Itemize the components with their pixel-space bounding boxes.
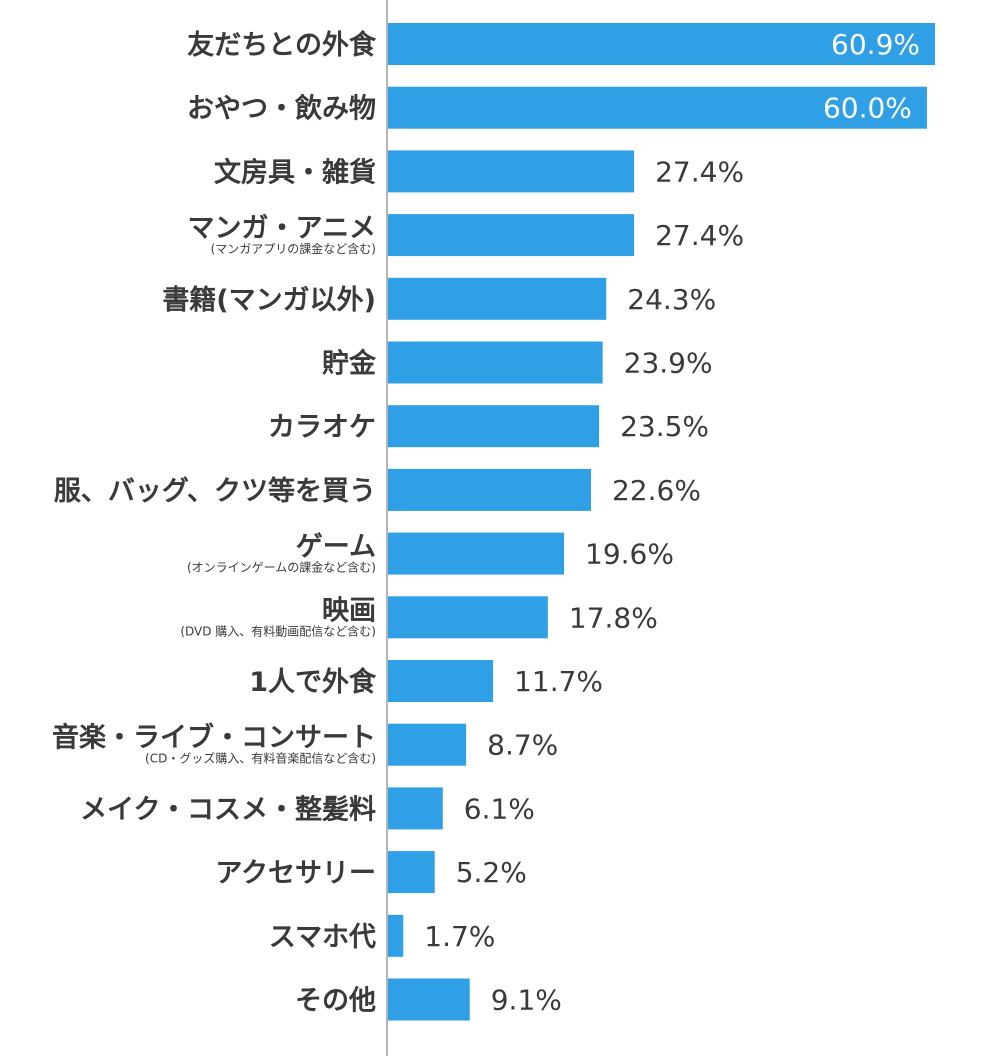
bar — [388, 86, 927, 129]
category-label: その他 — [295, 986, 376, 1017]
category-label: マンガ・アニメ — [188, 213, 376, 244]
bar — [388, 978, 470, 1021]
category-label: メイク・コスメ・整髪料 — [80, 794, 376, 825]
bar — [388, 851, 435, 894]
value-label: 24.3% — [627, 283, 716, 316]
category-label: おやつ・飲み物 — [187, 93, 376, 125]
value-label: 27.4% — [655, 219, 744, 252]
value-label: 27.4% — [655, 155, 744, 188]
bar — [388, 532, 565, 575]
value-label: 23.5% — [620, 410, 709, 443]
category-label: アクセサリー — [215, 858, 376, 889]
value-label: 11.7% — [514, 665, 603, 698]
bar — [388, 150, 635, 193]
bar — [388, 214, 635, 257]
category-label: 音楽・ライブ・コンサート — [52, 722, 376, 754]
value-label: 9.1% — [491, 984, 562, 1017]
bar — [388, 723, 467, 766]
bar — [388, 660, 494, 702]
category-label: ゲーム — [296, 532, 376, 563]
category-label: 友だちとの外食 — [187, 29, 377, 61]
bar — [388, 468, 591, 511]
bar — [388, 914, 404, 957]
category-label: 服、バッグ、クツ等を買う — [54, 475, 376, 507]
value-label: 60.0% — [823, 92, 912, 125]
bar — [388, 787, 443, 830]
value-label: 17.8% — [569, 601, 658, 634]
value-label: 6.1% — [464, 792, 535, 825]
category-label: 1人で外食 — [249, 666, 377, 698]
value-label: 5.2% — [456, 856, 527, 889]
category-sublabel: (オンラインゲームの課金など含む) — [187, 560, 376, 575]
bar — [388, 596, 548, 639]
category-label: 書籍(マンガ以外) — [162, 284, 376, 316]
bar — [388, 341, 603, 384]
category-label: 映画 — [322, 595, 376, 626]
category-sublabel: (CD・グッズ購入、有料音楽配信など含む) — [145, 751, 376, 766]
value-label: 22.6% — [612, 474, 701, 507]
category-label: カラオケ — [268, 412, 376, 443]
category-label: スマホ代 — [269, 922, 376, 953]
bar — [388, 405, 600, 448]
value-label: 60.9% — [831, 28, 920, 61]
bar — [388, 23, 935, 65]
category-label: 貯金 — [322, 348, 377, 380]
value-label: 8.7% — [487, 729, 558, 762]
category-sublabel: (DVD 購入、有料動画配信など含む) — [180, 623, 376, 638]
value-label: 1.7% — [424, 920, 495, 953]
category-sublabel: (マンガアプリの課金など含む) — [211, 241, 376, 256]
bar — [388, 277, 607, 320]
value-label: 23.9% — [624, 347, 713, 380]
category-label: 文房具・雑貨 — [214, 156, 376, 188]
value-label: 19.6% — [585, 538, 674, 571]
